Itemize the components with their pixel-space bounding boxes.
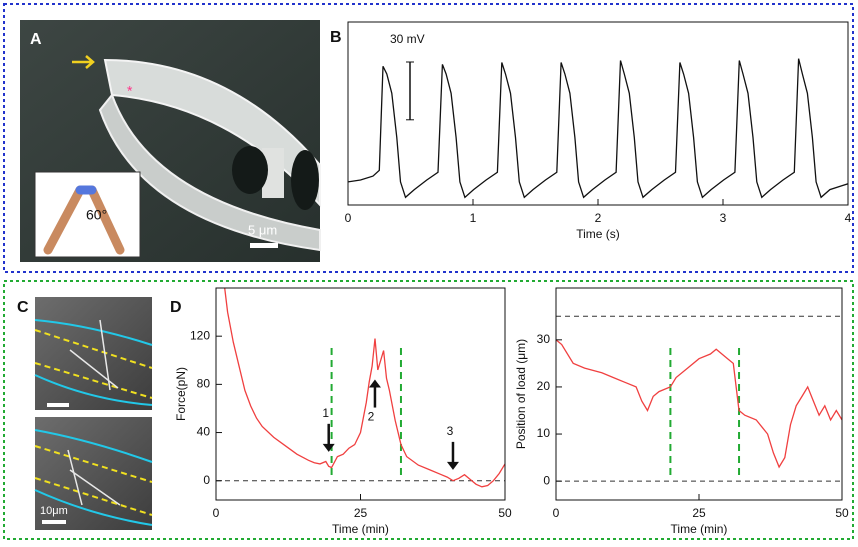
x-tick-label: 50 [498,506,512,520]
panel-border [3,3,854,273]
data-line [224,288,505,488]
x-tick-label: 50 [835,506,849,520]
plot-frame [215,287,506,501]
panel-label: C [17,299,29,316]
annotation-arrowhead [368,379,381,388]
x-tick-label: 1 [470,211,477,225]
x-tick-label: 25 [354,506,368,520]
annotation-label: 3 [447,424,454,438]
y-tick-label: 10 [537,426,551,440]
plot-frame [555,287,843,501]
plot-frame [347,21,849,206]
x-tick-label: 4 [845,211,852,225]
y-tick-label: 20 [537,379,551,393]
x-tick-label: 0 [213,506,220,520]
x-axis-label: Time (min) [671,522,728,536]
angle-label: 60° [86,207,107,223]
panel-label: B [330,29,342,46]
data-line [348,58,848,199]
panel-border [3,280,854,540]
annotation-arrowhead [322,443,335,452]
annotation-arrowhead [446,461,459,470]
x-axis-label: Time (s) [576,227,620,241]
y-tick-label: 80 [197,377,211,391]
y-tick-label: 30 [537,332,551,346]
svg-text:*: * [127,83,133,99]
x-tick-label: 3 [720,211,727,225]
x-tick-label: 0 [345,211,352,225]
scale-bar-label: 10μm [40,505,68,517]
x-tick-label: 0 [553,506,560,520]
micrograph-c [34,297,153,530]
x-tick-label: 2 [595,211,602,225]
scale-bar-label: 5 μm [248,222,277,237]
annotation-label: 2 [368,410,375,424]
micrograph-a: * [20,20,321,262]
y-axis-label: Force(pN) [174,367,188,421]
scale-bar-label: 30 mV [390,32,425,46]
y-tick-label: 0 [203,473,210,487]
annotation-label: 1 [322,406,329,420]
x-tick-label: 25 [692,506,706,520]
x-axis-label: Time (min) [332,522,389,536]
y-tick-label: 120 [190,328,210,342]
y-tick-label: 0 [543,473,550,487]
y-axis-label: Position of load (μm) [514,339,528,449]
panel-label: D [170,299,182,316]
panel-label: A [30,31,42,48]
y-tick-label: 40 [197,425,211,439]
data-line [556,339,842,469]
